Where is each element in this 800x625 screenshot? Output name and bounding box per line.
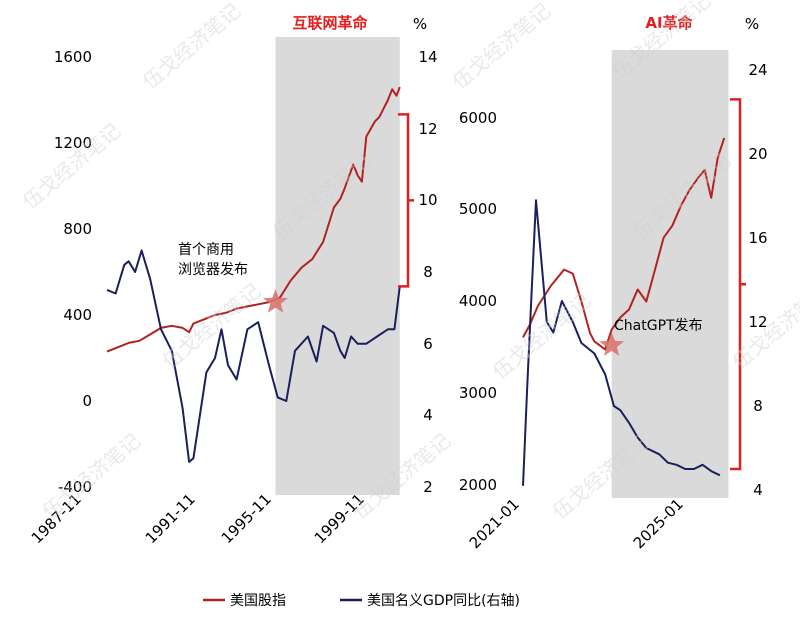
right-tick-label: 14 <box>418 48 437 66</box>
right-tick-label: 2 <box>423 478 433 496</box>
left-tick-label: 4000 <box>459 292 497 310</box>
right-tick-label: 24 <box>748 61 767 79</box>
watermark-text: 伍戈经济笔记 <box>38 428 145 524</box>
left-tick-label: -400 <box>58 478 92 496</box>
watermark-text: 伍戈经济笔记 <box>138 0 245 94</box>
shaded-region <box>275 37 400 495</box>
right-tick-label: 12 <box>748 313 767 331</box>
watermark-text: 伍戈经济笔记 <box>18 118 125 214</box>
x-tick-label: 2021-01 <box>466 495 523 552</box>
x-tick-label: 1991-11 <box>142 490 199 547</box>
shaded-region <box>611 50 729 498</box>
left-tick-label: 1600 <box>54 48 92 66</box>
chart-panels: 互联网革命 %160012008004000-40014121086421987-… <box>28 14 768 552</box>
legend-label: 美国名义GDP同比(右轴) <box>367 593 520 609</box>
left-tick-label: 800 <box>63 220 92 238</box>
watermark-text: 伍戈经济笔记 <box>728 278 800 374</box>
stock-index-line <box>522 137 726 351</box>
left-tick-label: 2000 <box>459 476 497 494</box>
x-tick-label: 2025-01 <box>630 495 687 552</box>
event-annotation: 首个商用 <box>178 242 234 258</box>
right-tick-label: 8 <box>753 397 763 415</box>
right-tick-label: 6 <box>423 335 433 353</box>
event-annotation: ChatGPT发布 <box>614 318 703 334</box>
highlight-bracket <box>398 113 414 288</box>
left-tick-label: 3000 <box>459 384 497 402</box>
left-tick-label: 1200 <box>54 134 92 152</box>
right-tick-label: 4 <box>753 481 763 499</box>
stock-index-line <box>106 86 401 353</box>
shaded-region-label: 互联网革命 <box>292 14 368 32</box>
left-tick-label: 400 <box>63 306 92 324</box>
right-tick-label: 4 <box>423 406 433 424</box>
left-tick-label: 6000 <box>459 109 497 127</box>
star-marker <box>263 289 288 313</box>
right-tick-label: 12 <box>418 120 437 138</box>
left-tick-label: 0 <box>82 392 92 410</box>
right-axis-unit: % <box>413 15 427 33</box>
watermark-text: 伍戈经济笔记 <box>448 0 555 94</box>
right-tick-label: 16 <box>748 229 767 247</box>
left-tick-label: 5000 <box>459 200 497 218</box>
right-tick-label: 8 <box>423 263 433 281</box>
legend-label: 美国股指 <box>230 593 286 609</box>
right-axis-unit: % <box>745 15 759 33</box>
event-annotation: 浏览器发布 <box>178 262 248 278</box>
shaded-region-label: AI革命 <box>645 14 693 32</box>
star-marker <box>599 332 625 356</box>
legend: 美国股指 美国名义GDP同比(右轴) <box>203 593 520 609</box>
right-tick-label: 20 <box>748 145 767 163</box>
gdp-yoy-line <box>106 249 401 463</box>
x-tick-label: 1995-11 <box>218 490 275 547</box>
chart-panel-2: AI革命 % 6000 5000 4000 3000 2000 24 20 16 12 8 4 2021-… <box>459 14 768 552</box>
highlight-bracket <box>730 98 746 471</box>
gdp-yoy-line <box>522 199 721 486</box>
right-tick-label: 10 <box>418 191 437 209</box>
